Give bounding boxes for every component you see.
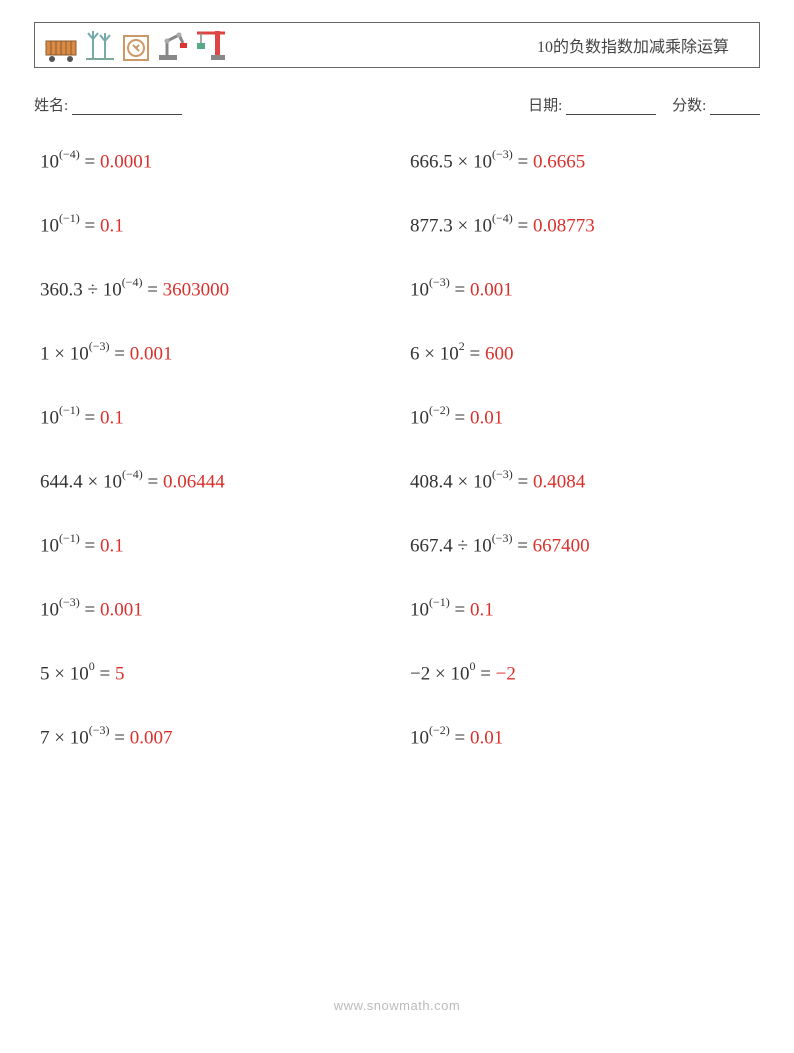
footer-watermark: www.snowmath.com [0,998,794,1013]
problems-column-left: 10(−4) = 0.0001 10(−1) = 0.1 360.3 ÷ 10(−4… [40,143,390,783]
score-blank [710,100,760,115]
problem-row: 644.4 × 10(−4) = 0.06444 [40,463,390,527]
problem-expression: 10(−1) = 0.1 [40,405,124,429]
answer: 0.06444 [163,471,225,492]
exponent: 0 [469,659,475,673]
answer: 5 [115,663,125,684]
problem-row: 667.4 ÷ 10(−3) = 667400 [410,527,760,591]
exponent: (−3) [89,723,110,737]
windmill-icon [85,29,115,63]
answer: 600 [485,343,514,364]
problem-row: 10(−1) = 0.1 [40,399,390,463]
answer: 0.007 [130,727,173,748]
problem-row: 10(−1) = 0.1 [40,527,390,591]
answer: 0.1 [100,407,124,428]
problem-expression: 10(−1) = 0.1 [410,597,494,621]
problem-row: 666.5 × 10(−3) = 0.6665 [410,143,760,207]
exponent: (−2) [429,723,450,737]
answer: 0.1 [470,599,494,620]
problem-expression: 6 × 102 = 600 [410,341,513,365]
problem-row: 5 × 100 = 5 [40,655,390,719]
answer: −2 [496,663,516,684]
exponent: (−1) [59,211,80,225]
problem-row: 10(−1) = 0.1 [40,207,390,271]
date-blank [566,100,656,115]
problem-expression: 10(−1) = 0.1 [40,533,124,557]
problem-row: 1 × 10(−3) = 0.001 [40,335,390,399]
problem-expression: 877.3 × 10(−4) = 0.08773 [410,213,595,237]
header-icons [45,27,229,63]
exponent: (−4) [122,467,143,481]
problem-row: 10(−2) = 0.01 [410,399,760,463]
exponent: (−1) [59,531,80,545]
problem-expression: 408.4 × 10(−3) = 0.4084 [410,469,585,493]
answer: 667400 [533,535,590,556]
problem-expression: 10(−3) = 0.001 [410,277,513,301]
problem-row: 360.3 ÷ 10(−4) = 3603000 [40,271,390,335]
problem-expression: −2 × 100 = −2 [410,661,516,685]
problem-expression: 666.5 × 10(−3) = 0.6665 [410,149,585,173]
exponent: (−4) [59,147,80,161]
date-label: 日期: [528,98,562,114]
problem-row: 10(−1) = 0.1 [410,591,760,655]
problem-row: 6 × 102 = 600 [410,335,760,399]
problem-expression: 7 × 10(−3) = 0.007 [40,725,172,749]
exponent: 0 [89,659,95,673]
problems-area: 10(−4) = 0.0001 10(−1) = 0.1 360.3 ÷ 10(−4… [34,143,760,783]
exponent: (−3) [89,339,110,353]
problem-expression: 10(−3) = 0.001 [40,597,143,621]
exponent: (−3) [59,595,80,609]
exponent: (−4) [492,211,513,225]
problem-row: 10(−2) = 0.01 [410,719,760,783]
exponent: (−1) [429,595,450,609]
answer: 0.08773 [533,215,595,236]
meter-icon [121,33,151,63]
exponent: (−2) [429,403,450,417]
answer: 0.1 [100,215,124,236]
exponent: (−3) [492,467,513,481]
container-icon [45,35,79,63]
exponent: (−3) [492,531,513,545]
answer: 0.001 [100,599,143,620]
problem-expression: 360.3 ÷ 10(−4) = 3603000 [40,277,229,301]
problem-row: 7 × 10(−3) = 0.007 [40,719,390,783]
exponent: 2 [459,339,465,353]
problem-expression: 10(−2) = 0.01 [410,405,503,429]
problem-expression: 5 × 100 = 5 [40,661,124,685]
exponent: (−4) [122,275,143,289]
problem-row: 10(−3) = 0.001 [410,271,760,335]
problem-row: −2 × 100 = −2 [410,655,760,719]
problem-expression: 10(−4) = 0.0001 [40,149,152,173]
robot-arm-icon [157,29,189,63]
problem-expression: 644.4 × 10(−4) = 0.06444 [40,469,225,493]
problem-expression: 1 × 10(−3) = 0.001 [40,341,172,365]
exponent: (−3) [429,275,450,289]
problem-expression: 667.4 ÷ 10(−3) = 667400 [410,533,590,557]
problem-expression: 10(−2) = 0.01 [410,725,503,749]
problem-row: 408.4 × 10(−3) = 0.4084 [410,463,760,527]
name-blank [72,100,182,115]
info-row: 姓名: 日期: 分数: [34,94,760,115]
answer: 0.001 [470,279,513,300]
problem-row: 10(−3) = 0.001 [40,591,390,655]
answer: 3603000 [163,279,230,300]
answer: 0.0001 [100,151,152,172]
crane-icon [195,27,229,63]
problem-row: 877.3 × 10(−4) = 0.08773 [410,207,760,271]
answer: 0.001 [130,343,173,364]
exponent: (−3) [492,147,513,161]
answer: 0.01 [470,727,503,748]
header-box: 10的负数指数加减乘除运算 [34,22,760,68]
problems-column-right: 666.5 × 10(−3) = 0.6665 877.3 × 10(−4) = … [410,143,760,783]
worksheet-title: 10的负数指数加减乘除运算 [537,33,749,57]
answer: 0.6665 [533,151,585,172]
answer: 0.01 [470,407,503,428]
answer: 0.1 [100,535,124,556]
problem-expression: 10(−1) = 0.1 [40,213,124,237]
exponent: (−1) [59,403,80,417]
name-label: 姓名: [34,98,68,114]
answer: 0.4084 [533,471,585,492]
problem-row: 10(−4) = 0.0001 [40,143,390,207]
score-label: 分数: [672,98,706,114]
